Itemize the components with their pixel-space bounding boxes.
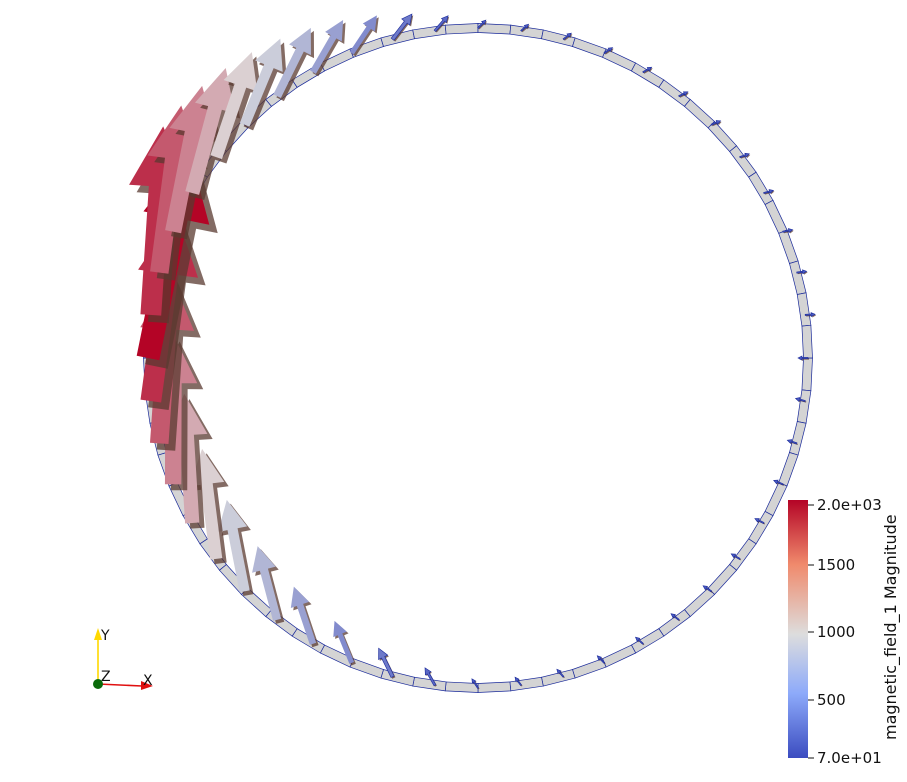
ring-segment: [748, 510, 774, 545]
z-axis-label: Z: [101, 669, 111, 685]
ring-segment: [684, 98, 716, 129]
field-arrow: [739, 152, 750, 159]
ring-segment: [630, 628, 665, 654]
field-arrow: [185, 67, 236, 195]
ring-segment: [778, 452, 799, 487]
z-axis-dot: [93, 679, 103, 689]
field-arrow: [378, 647, 395, 678]
field-arrow: [702, 585, 713, 593]
ring-segment: [572, 658, 607, 679]
ring-segment: [630, 62, 665, 88]
ring-segment: [444, 681, 479, 693]
colorbar-tick-label-1000: 1000: [817, 623, 855, 641]
field-arrow: [390, 13, 413, 41]
field-arrow: [710, 120, 722, 126]
field-arrow: [290, 586, 317, 645]
x-axis-line: [97, 683, 143, 687]
ring-segment: [444, 23, 479, 35]
field-arrow: [754, 518, 765, 524]
field-arrow: [424, 667, 437, 687]
field-arrow: [333, 620, 355, 664]
x-axis-label: X: [143, 673, 153, 689]
field-arrow: [520, 23, 530, 32]
ring-segment: [796, 292, 812, 327]
field-arrow: [635, 636, 644, 645]
colorbar-title: magnetic_field_1 Magnitude: [881, 514, 901, 740]
colorbar-tick-label-1500: 1500: [817, 556, 855, 574]
field-arrow: [310, 20, 344, 74]
colorbar-max-label: 2.0e+03: [817, 496, 882, 514]
ring-segment: [707, 564, 738, 596]
ring-segment: [349, 658, 384, 679]
ring-segment: [602, 644, 637, 668]
field-arrow: [603, 47, 614, 55]
field-arrow: [252, 546, 282, 621]
field-arrow: [217, 499, 250, 593]
field-arrow: [165, 85, 217, 234]
ring-segment: [707, 120, 738, 152]
field-arrow: [786, 439, 798, 445]
y-axis-label: Y: [100, 628, 110, 644]
colorbar-min-label: 7.0e+01: [817, 749, 882, 767]
ring-segment: [541, 29, 576, 47]
field-arrow: [471, 678, 479, 689]
field-arrow: [642, 66, 653, 74]
field-arrow: [239, 38, 283, 127]
field-arrow: [477, 19, 487, 29]
ring-segment: [684, 587, 716, 618]
ring-segment: [801, 357, 813, 392]
ring-segment: [764, 199, 788, 234]
ring-segment: [778, 229, 799, 264]
ring-segment: [412, 676, 447, 692]
field-arrow: [678, 91, 689, 98]
field-arrow: [782, 228, 794, 234]
field-arrow: [596, 655, 606, 664]
ring-segment: [380, 669, 415, 687]
field-arrow: [730, 553, 741, 560]
colorbar-gradient: [788, 500, 808, 758]
field-arrow: [514, 676, 522, 686]
ring-segment: [801, 324, 813, 359]
x-axis-cone: [141, 681, 153, 690]
ring-segment: [789, 260, 807, 295]
field-arrow: [804, 312, 816, 318]
field-arrow: [562, 32, 572, 41]
ring-segment: [764, 482, 788, 517]
ring-segment: [748, 171, 774, 206]
field-arrow: [797, 355, 809, 361]
field-arrow: [794, 397, 806, 403]
ring-segment: [796, 389, 812, 424]
y-axis-cone: [94, 628, 102, 640]
ring-segment: [729, 145, 757, 178]
ring-segment: [658, 609, 691, 637]
field-arrow: [670, 613, 680, 621]
orientation-axes: Y Z X: [93, 628, 153, 690]
ring-segment: [572, 37, 607, 58]
field-arrow: [556, 668, 565, 678]
ring-segment: [477, 681, 512, 693]
color-legend: 2.0e+03 1500 1000 500 7.0e+01 magnetic_f…: [788, 496, 901, 767]
field-arrow: [349, 15, 377, 55]
field-arrow: [210, 52, 258, 160]
field-vector-glyphs: [129, 13, 817, 690]
field-arrow: [773, 479, 784, 486]
field-arrow: [796, 269, 808, 275]
field-arrow: [763, 189, 775, 194]
field-arrow: [273, 27, 311, 99]
ring-segment: [789, 421, 807, 456]
field-arrow-shadow: [679, 92, 689, 98]
field-arrow: [433, 15, 449, 32]
ring-segment: [509, 676, 544, 692]
colorbar-tick-label-500: 500: [817, 691, 846, 709]
